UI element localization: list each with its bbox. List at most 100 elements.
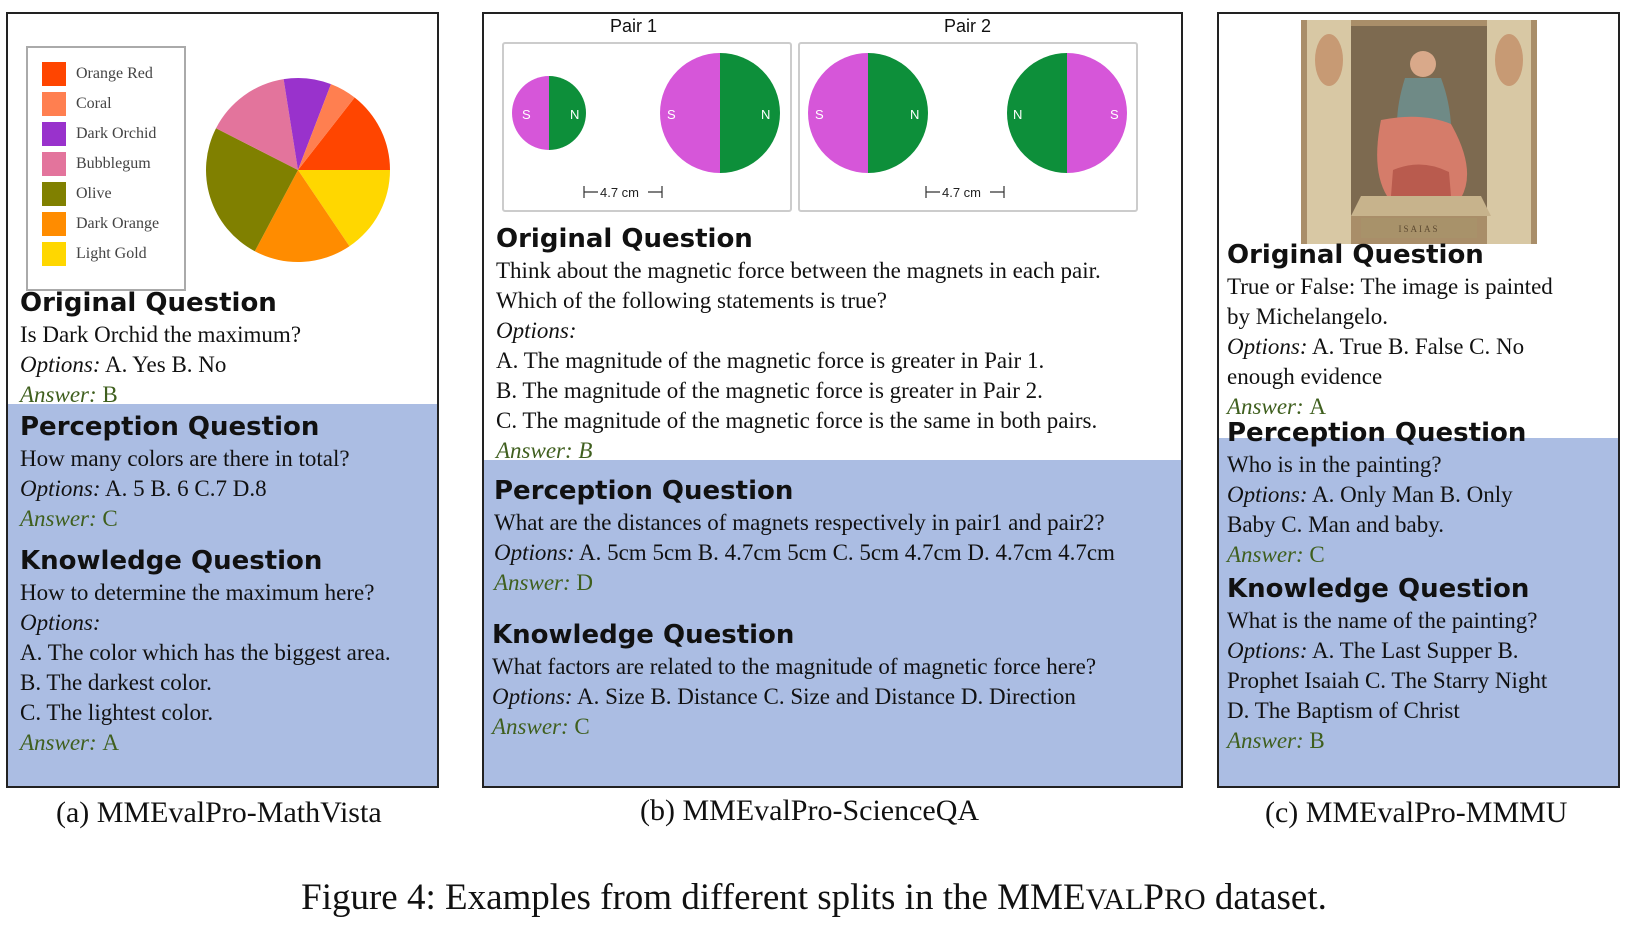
pair1-magnets: S N S N 4.7 cm xyxy=(512,53,780,200)
option-c: C. The lightest color. xyxy=(20,700,214,725)
legend-item: Dark Orchid xyxy=(42,122,156,146)
option-c: C. The magnitude of the magnetic force i… xyxy=(496,408,1098,433)
options-text: A. 5 B. 6 C.7 D.8 xyxy=(104,476,267,501)
answer-line: Answer: B xyxy=(20,380,431,410)
question-text: What factors are related to the magnitud… xyxy=(492,654,1097,679)
question-line: True or False: The image is painted xyxy=(1227,274,1553,299)
legend-label: Orange Red xyxy=(76,65,153,82)
answer-value: D xyxy=(576,570,594,595)
caption-a: (a) MMEvalPro-MathVista xyxy=(56,796,382,829)
panel-scienceqa: Pair 1 Pair 2 S N S N 4.7 cm S N N S 4.7… xyxy=(482,12,1183,788)
option-b: B. The darkest color. xyxy=(20,670,212,695)
legend-swatch xyxy=(42,212,66,236)
caption-c: (c) MMEvalPro-MMMU xyxy=(1265,796,1568,829)
question-text: Who is in the painting? xyxy=(1227,452,1442,477)
figure-caption-text: Figure 4: Examples from different splits… xyxy=(301,877,1086,918)
section-heading: Original Question xyxy=(20,288,277,318)
section-heading: Knowledge Question xyxy=(20,546,323,576)
answer-value: C xyxy=(102,506,118,531)
distance-marker xyxy=(583,186,663,198)
options-text: A. Only Man B. Only xyxy=(1311,482,1513,507)
answer-label: Answer: xyxy=(1227,542,1304,567)
pole-label: S xyxy=(667,107,676,122)
pole-label: S xyxy=(1110,107,1119,122)
legend-label: Olive xyxy=(76,185,112,202)
legend-label: Coral xyxy=(76,95,112,112)
pie-slice xyxy=(298,97,390,170)
options-line: Options: A. Only Man B. Only xyxy=(1227,480,1612,510)
pole-label: N xyxy=(910,107,919,122)
options-line: Options: A. True B. False C. No xyxy=(1227,332,1612,362)
knowledge-question-section: Knowledge Question What is the name of t… xyxy=(1227,572,1612,756)
question-text: How many colors are there in total? xyxy=(20,446,350,471)
options-text: A. Yes B. No xyxy=(104,352,227,377)
answer-value: B xyxy=(102,382,118,407)
distance-marker xyxy=(925,186,1005,198)
question-line: by Michelangelo. xyxy=(1227,304,1388,329)
pie-chart xyxy=(206,77,390,262)
legend-label: Dark Orange xyxy=(76,215,160,232)
perception-question-section: Perception Question Who is in the painti… xyxy=(1227,416,1612,570)
caption-b: (b) MMEvalPro-ScienceQA xyxy=(640,794,980,827)
options-text: A. True B. False C. No xyxy=(1311,334,1525,359)
pole-label: S xyxy=(522,107,531,122)
answer-label: Answer: xyxy=(494,570,571,595)
options-label: Options: xyxy=(494,540,575,565)
panel-mmmu: ISAIAS Original Question True or False: … xyxy=(1217,12,1620,788)
legend-swatch xyxy=(42,242,66,266)
legend-swatch xyxy=(42,122,66,146)
options-label: Options: xyxy=(492,684,573,709)
question-shade xyxy=(1219,438,1618,786)
option-a: A. The color which has the biggest area. xyxy=(20,640,391,665)
pole-label: N xyxy=(570,107,579,122)
option-b: B. The magnitude of the magnetic force i… xyxy=(496,378,1043,403)
question-shade xyxy=(8,404,437,786)
magnet-s-half xyxy=(660,53,720,173)
question-text: How to determine the maximum here? xyxy=(20,580,375,605)
pair1-box: S N S N 4.7 cm xyxy=(502,42,792,212)
magnet-s-half xyxy=(808,53,868,173)
answer-label: Answer: xyxy=(20,506,97,531)
legend-swatch xyxy=(42,92,66,116)
question-text: What is the name of the painting? xyxy=(1227,608,1538,633)
options-text: A. 5cm 5cm B. 4.7cm 5cm C. 5cm 4.7cm D. … xyxy=(578,540,1115,565)
legend-swatch xyxy=(42,182,66,206)
legend-label: Dark Orchid xyxy=(76,125,157,142)
answer-value: A xyxy=(102,730,120,755)
answer-value: B xyxy=(1309,728,1325,753)
options-line: Prophet Isaiah C. The Starry Night xyxy=(1227,668,1548,693)
options-line: Options: A. Size B. Distance C. Size and… xyxy=(492,682,1175,712)
perception-question-section: Perception Question How many colors are … xyxy=(20,410,431,534)
magnet-n-half xyxy=(549,76,586,150)
answer-line: Answer: B xyxy=(1227,726,1612,756)
answer-label: Answer: xyxy=(20,382,97,407)
options-line: Baby C. Man and baby. xyxy=(1227,512,1444,537)
knowledge-question-section: Knowledge Question What factors are rela… xyxy=(492,618,1175,742)
answer-label: Answer: xyxy=(1227,728,1304,753)
answer-value: C xyxy=(1309,542,1325,567)
answer-value: C xyxy=(574,714,590,739)
pair2-box: S N N S 4.7 cm xyxy=(798,42,1138,212)
distance-label: 4.7 cm xyxy=(942,185,981,200)
distance-label: 4.7 cm xyxy=(600,185,639,200)
section-heading: Knowledge Question xyxy=(492,620,795,650)
figure-caption-text: dataset. xyxy=(1205,877,1327,918)
section-heading: Original Question xyxy=(496,224,753,254)
answer-label: Answer: xyxy=(492,714,569,739)
pole-label: S xyxy=(815,107,824,122)
options-line: enough evidence xyxy=(1227,364,1383,389)
options-line: Options: A. 5cm 5cm B. 4.7cm 5cm C. 5cm … xyxy=(494,538,1175,568)
legend-item: Orange Red xyxy=(42,62,153,86)
answer-value: A xyxy=(1309,394,1327,419)
answer-label: Answer: xyxy=(20,730,97,755)
figure-caption-text: P xyxy=(1143,877,1164,918)
question-line: Think about the magnetic force between t… xyxy=(496,258,1101,283)
question-text: What are the distances of magnets respec… xyxy=(494,510,1105,535)
options-line: Options: A. Yes B. No xyxy=(20,350,431,380)
perception-question-section: Perception Question What are the distanc… xyxy=(494,474,1175,598)
legend-swatch xyxy=(42,152,66,176)
magnet-n-half xyxy=(720,53,780,173)
figure-caption: Figure 4: Examples from different splits… xyxy=(0,876,1628,919)
figure-caption-smallcaps: VAL xyxy=(1085,883,1144,916)
pair2-magnets: S N N S 4.7 cm xyxy=(808,53,1127,200)
